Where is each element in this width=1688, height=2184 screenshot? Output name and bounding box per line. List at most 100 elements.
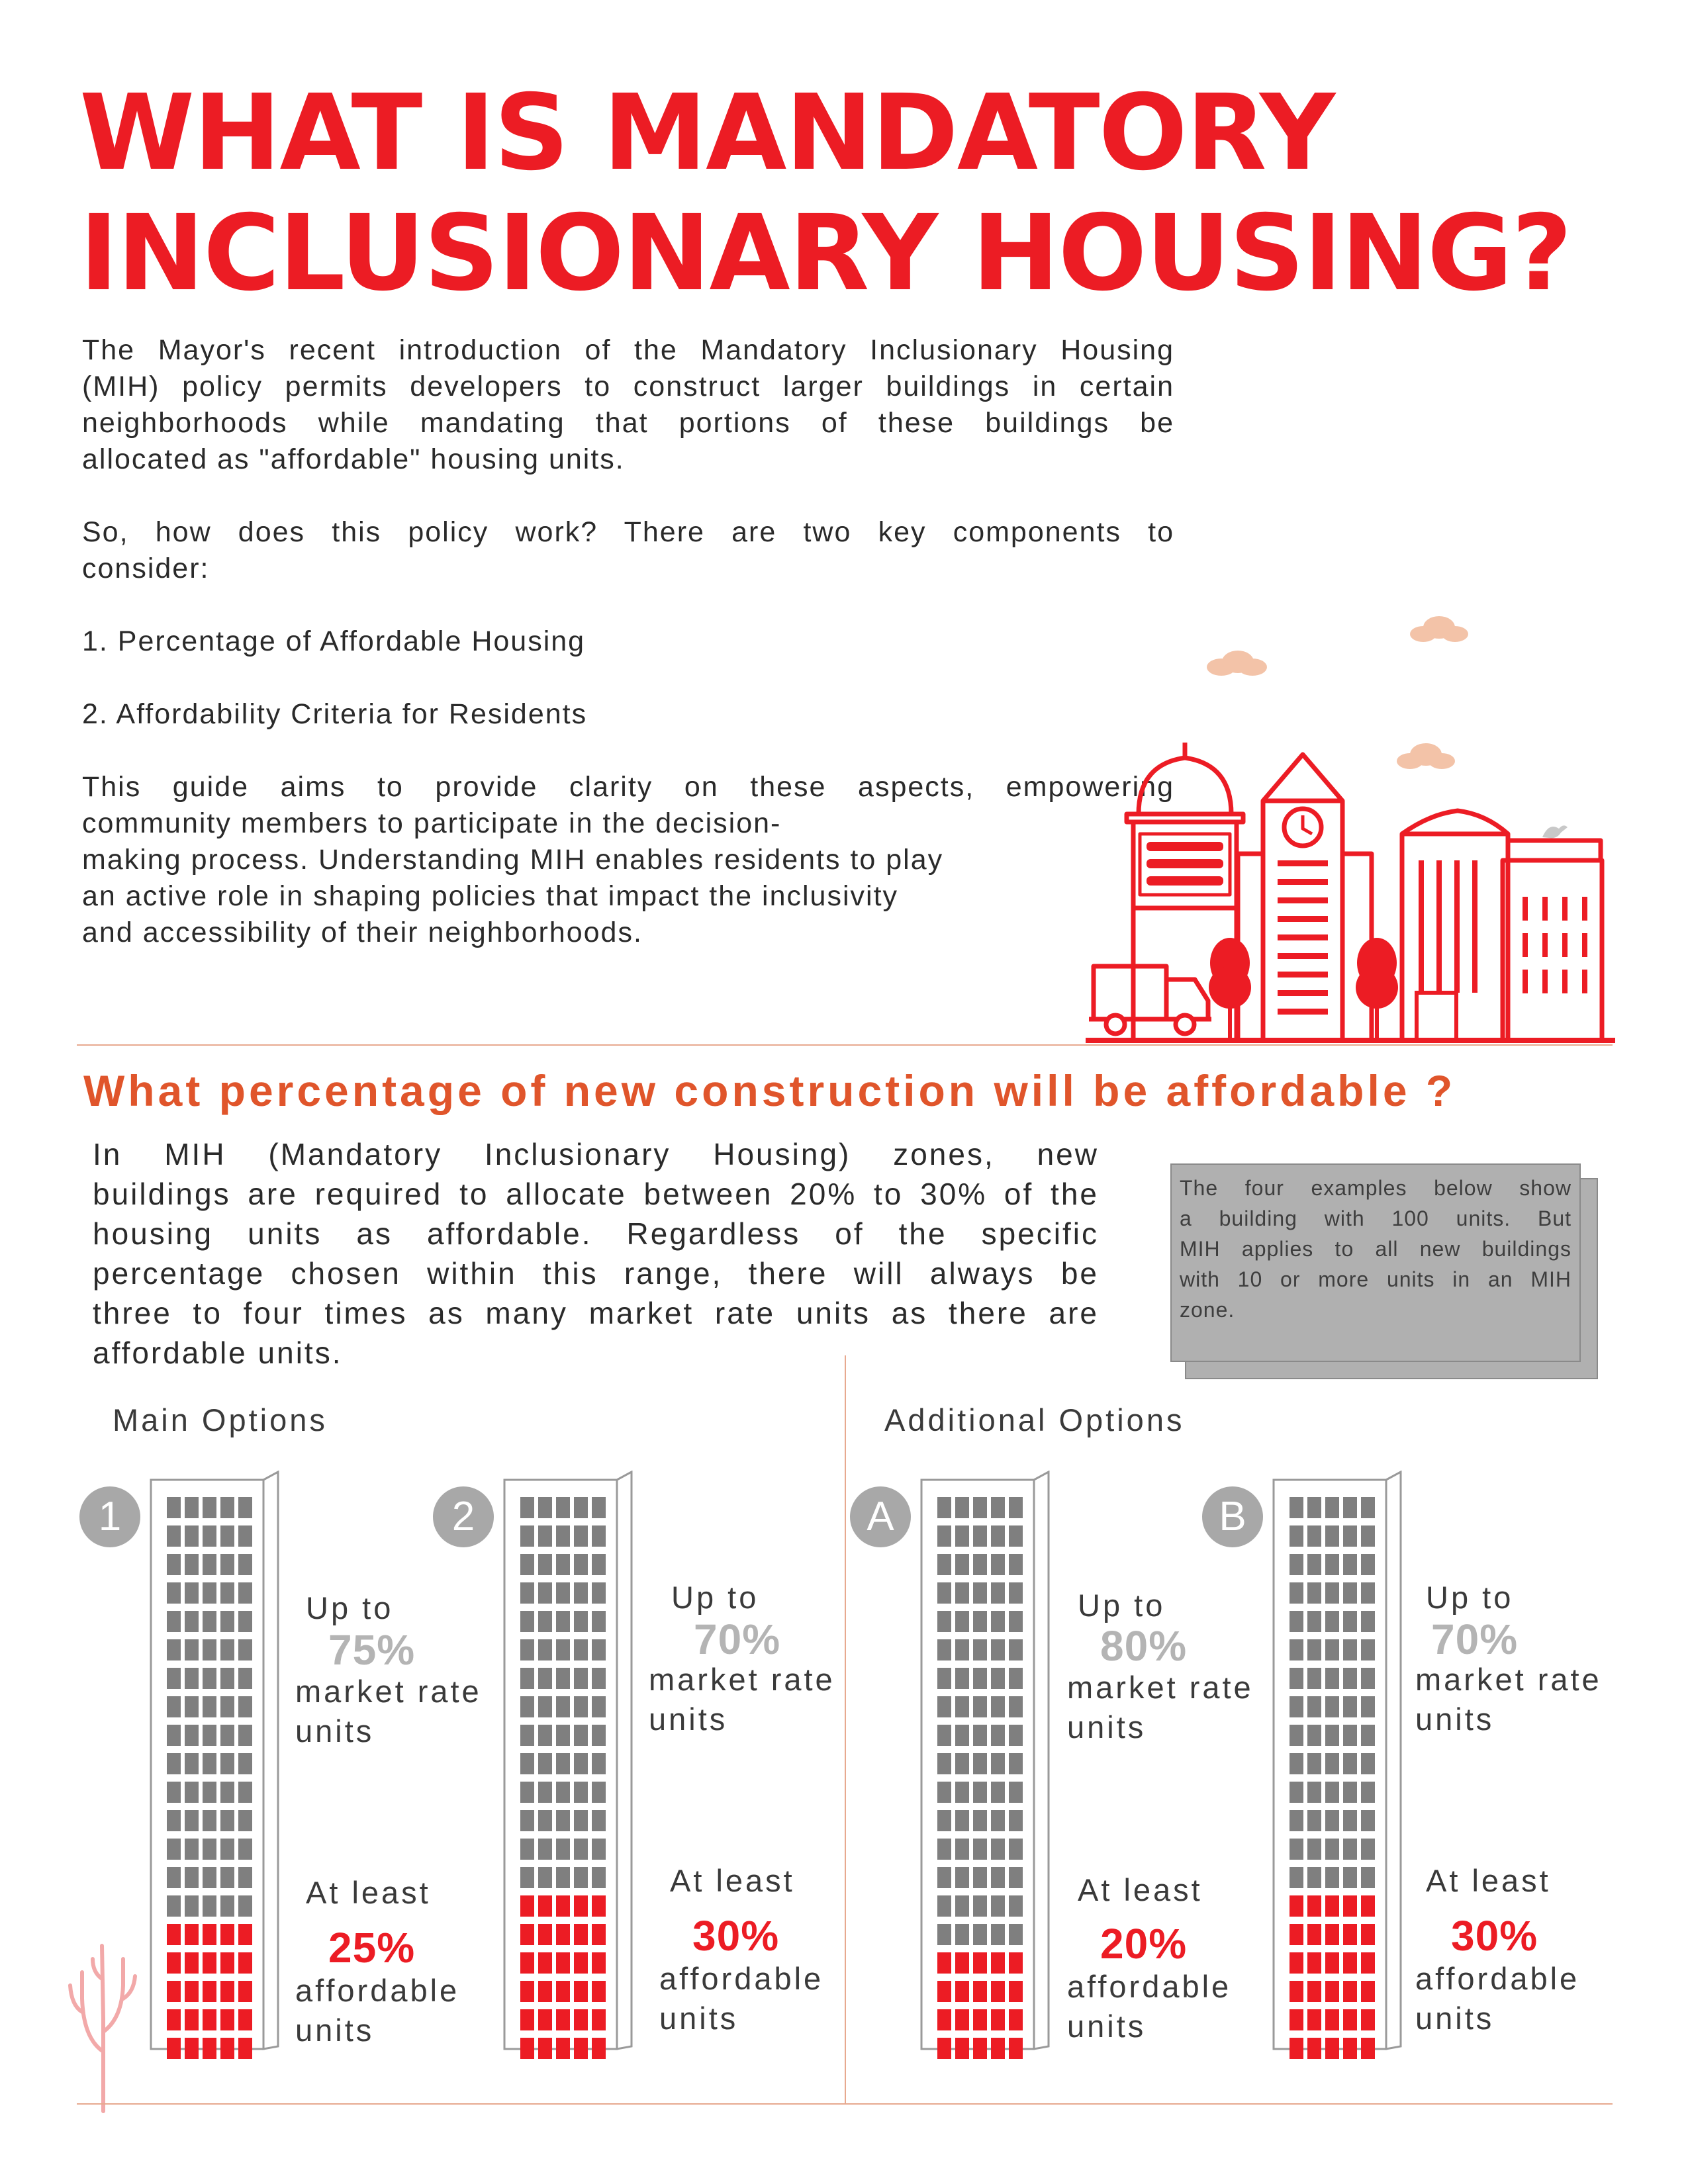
market-unit bbox=[1289, 1753, 1303, 1774]
market-unit bbox=[991, 1895, 1005, 1917]
market-unit bbox=[1361, 1554, 1375, 1575]
market-unit bbox=[1289, 1525, 1303, 1547]
title-line-1: WHAT IS MANDATORY bbox=[79, 72, 1335, 194]
market-unit bbox=[1361, 1839, 1375, 1860]
tower-option-b bbox=[1272, 1471, 1402, 2059]
market-unit bbox=[955, 1782, 969, 1803]
market-unit bbox=[167, 1782, 181, 1803]
affordable-unit bbox=[238, 1924, 252, 1945]
market-rate-percent: 70% bbox=[1431, 1615, 1519, 1663]
market-unit bbox=[574, 1668, 588, 1689]
market-unit bbox=[238, 1525, 252, 1547]
affordable-unit bbox=[1289, 1895, 1303, 1917]
market-unit bbox=[1325, 1782, 1339, 1803]
market-unit bbox=[955, 1696, 969, 1717]
affordable-unit bbox=[592, 1895, 606, 1917]
market-unit bbox=[937, 1839, 951, 1860]
market-unit bbox=[538, 1668, 552, 1689]
market-unit bbox=[592, 1668, 606, 1689]
affordable-unit bbox=[1343, 1981, 1357, 2002]
market-unit bbox=[955, 1924, 969, 1945]
market-unit bbox=[574, 1839, 588, 1860]
affordable-unit bbox=[167, 1952, 181, 1974]
market-unit bbox=[973, 1782, 987, 1803]
market-unit bbox=[1325, 1497, 1339, 1518]
market-unit bbox=[1325, 1668, 1339, 1689]
option-badge: 1 bbox=[79, 1486, 140, 1547]
market-unit bbox=[238, 1782, 252, 1803]
affordable-atleast-label: At least bbox=[1426, 1863, 1551, 1898]
market-unit bbox=[1325, 1554, 1339, 1575]
market-unit bbox=[1343, 1668, 1357, 1689]
market-unit bbox=[1289, 1782, 1303, 1803]
market-unit bbox=[973, 1753, 987, 1774]
affordable-unit bbox=[1307, 1952, 1321, 1974]
affordable-unit bbox=[203, 2038, 216, 2059]
market-unit bbox=[955, 1582, 969, 1604]
affordable-unit bbox=[1325, 2009, 1339, 2030]
note-line: with 10 or more units in an MIH bbox=[1180, 1267, 1571, 1291]
market-unit bbox=[520, 1782, 534, 1803]
market-unit bbox=[1009, 1867, 1023, 1888]
market-unit bbox=[167, 1554, 181, 1575]
affordable-unit bbox=[520, 2009, 534, 2030]
market-unit bbox=[1289, 1839, 1303, 1860]
bird-icon bbox=[1542, 825, 1568, 839]
affordable-unit bbox=[1307, 1895, 1321, 1917]
market-unit bbox=[203, 1639, 216, 1661]
market-unit bbox=[203, 1753, 216, 1774]
market-unit bbox=[937, 1924, 951, 1945]
option-badge: B bbox=[1202, 1486, 1263, 1547]
section-body-line: affordable units. bbox=[93, 1336, 343, 1370]
affordable-unit bbox=[520, 2038, 534, 2059]
market-unit bbox=[538, 1696, 552, 1717]
market-unit bbox=[973, 1525, 987, 1547]
affordable-unit bbox=[574, 2038, 588, 2059]
market-unit bbox=[973, 1668, 987, 1689]
market-unit bbox=[220, 1497, 234, 1518]
market-unit bbox=[937, 1725, 951, 1746]
intro-p2-line: So, how does this policy work? There are… bbox=[82, 516, 1174, 548]
market-unit bbox=[592, 1753, 606, 1774]
market-unit bbox=[238, 1582, 252, 1604]
market-unit bbox=[203, 1839, 216, 1860]
market-unit bbox=[973, 1924, 987, 1945]
market-unit bbox=[937, 1895, 951, 1917]
market-unit bbox=[1361, 1497, 1375, 1518]
market-unit bbox=[1343, 1611, 1357, 1632]
market-unit bbox=[538, 1782, 552, 1803]
market-unit bbox=[185, 1525, 199, 1547]
market-unit bbox=[1325, 1611, 1339, 1632]
market-unit bbox=[1325, 1753, 1339, 1774]
affordable-unit bbox=[520, 1924, 534, 1945]
market-unit bbox=[220, 1554, 234, 1575]
market-unit bbox=[520, 1810, 534, 1831]
affordable-unit bbox=[1307, 1981, 1321, 2002]
affordable-unit bbox=[1343, 2038, 1357, 2059]
section-rule-top bbox=[77, 1044, 1613, 1046]
market-units-label: units bbox=[1067, 1709, 1147, 1745]
market-unit bbox=[955, 1839, 969, 1860]
market-unit bbox=[520, 1839, 534, 1860]
market-unit bbox=[592, 1839, 606, 1860]
affordable-label: affordable bbox=[1067, 1969, 1232, 2004]
market-upto-label: Up to bbox=[1426, 1580, 1514, 1615]
affordable-unit bbox=[1009, 2009, 1023, 2030]
market-unit bbox=[167, 1639, 181, 1661]
market-unit bbox=[185, 1582, 199, 1604]
affordable-unit bbox=[520, 1952, 534, 1974]
market-unit bbox=[203, 1696, 216, 1717]
affordable-unit bbox=[520, 1981, 534, 2002]
tower-option-1 bbox=[150, 1471, 279, 2059]
market-unit bbox=[238, 1895, 252, 1917]
additional-options-label: Additional Options bbox=[884, 1402, 1185, 1437]
market-unit bbox=[520, 1668, 534, 1689]
intro-paragraph-1: The Mayor's recent introduction of the M… bbox=[82, 332, 1174, 478]
market-unit bbox=[592, 1639, 606, 1661]
market-unit bbox=[538, 1554, 552, 1575]
affordable-unit bbox=[1289, 2038, 1303, 2059]
market-unit bbox=[937, 1639, 951, 1661]
affordable-unit bbox=[991, 2009, 1005, 2030]
section-body-line: buildings are required to allocate betwe… bbox=[93, 1177, 1099, 1211]
market-unit bbox=[991, 1696, 1005, 1717]
